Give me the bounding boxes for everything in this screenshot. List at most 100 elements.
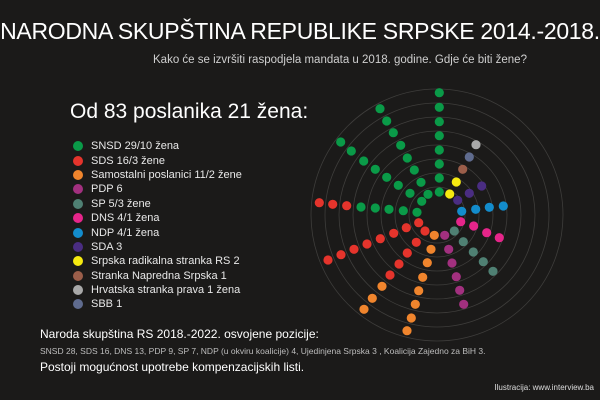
ring xyxy=(310,88,564,342)
seat-dot xyxy=(406,313,416,323)
ring xyxy=(366,144,508,286)
legend-label: SBB 1 xyxy=(91,298,123,311)
legend-label: Hrvatska stranka prava 1 žena xyxy=(91,284,241,297)
legend-item: Samostalni poslanici 11/2 žene xyxy=(70,168,242,182)
seat-dot xyxy=(478,257,488,267)
legend-item: SNSD 29/10 žena xyxy=(70,139,242,153)
seat-dot xyxy=(359,304,369,314)
ring xyxy=(352,130,522,300)
seat-dot xyxy=(484,202,494,212)
legend-dot xyxy=(73,270,83,281)
seat-dot xyxy=(434,131,444,141)
legend-dot xyxy=(73,169,83,180)
seat-dot xyxy=(414,218,424,228)
legend-label: SNSD 29/10 žena xyxy=(91,140,180,153)
seat-dot xyxy=(418,272,428,282)
legend-label: NDP 4/1 žena xyxy=(91,226,160,239)
seat-dot xyxy=(384,204,394,214)
seat-dot xyxy=(457,206,467,216)
seat-dot xyxy=(417,196,427,206)
seat-dot xyxy=(458,237,468,247)
ring xyxy=(324,102,550,328)
legend-dot xyxy=(73,141,83,152)
seat-dot xyxy=(464,152,474,162)
legend-label: PDP 6 xyxy=(91,183,123,196)
seat-dot xyxy=(370,203,380,213)
seat-dot xyxy=(396,140,406,150)
legend-dot xyxy=(73,213,83,224)
legend-label: DNS 4/1 žena xyxy=(91,212,160,225)
legend-dot xyxy=(73,256,83,267)
seat-dot xyxy=(349,244,359,254)
seat-dot xyxy=(422,258,432,268)
seat-dot xyxy=(375,234,385,244)
ring xyxy=(408,186,466,244)
credit: Ilustracija: www.interview.ba xyxy=(494,383,594,392)
seat-dot xyxy=(488,266,498,276)
seat-dot xyxy=(434,102,444,112)
legend-item: Srpska radikalna stranka RS 2 xyxy=(70,254,242,268)
seat-dot xyxy=(398,206,408,216)
legend-item: SP 5/3 žene xyxy=(70,197,242,211)
seat-dot xyxy=(411,237,421,247)
legend-item: SDS 16/3 žene xyxy=(70,153,242,167)
footer-note: Postoji mogućnost upotrebe kompenzacijsk… xyxy=(40,360,305,374)
seat-dot xyxy=(412,207,422,217)
legend-dot xyxy=(73,184,83,195)
seat-dot xyxy=(477,181,487,191)
seat-dot xyxy=(434,145,444,155)
seat-dot xyxy=(377,281,387,291)
legend-dot xyxy=(73,241,83,252)
seat-dot xyxy=(382,172,392,182)
seat-dot xyxy=(405,188,415,198)
seat-dot xyxy=(420,226,430,236)
seat-dot xyxy=(429,230,439,240)
footer-heading: Naroda skupština RS 2018.-2022. osvojene… xyxy=(40,327,319,341)
seat-dot xyxy=(409,165,419,175)
seat-dot xyxy=(455,285,465,295)
legend-item: DNS 4/1 žena xyxy=(70,211,242,225)
seat-dot xyxy=(440,230,450,240)
legend-item: SBB 1 xyxy=(70,297,242,311)
ring xyxy=(380,158,494,272)
seat-dot xyxy=(459,299,469,309)
seat-dot xyxy=(414,286,424,296)
seat-dot xyxy=(469,221,479,231)
legend-dot xyxy=(73,198,83,209)
seat-dot xyxy=(359,156,369,166)
ring xyxy=(394,172,480,258)
seat-dot xyxy=(370,164,380,174)
seat-dot xyxy=(367,293,377,303)
legend-label: Samostalni poslanici 11/2 žene xyxy=(91,168,242,181)
seat-dot xyxy=(468,247,478,257)
seat-dot xyxy=(336,250,346,260)
seat-dot xyxy=(464,188,474,198)
seat-dot xyxy=(456,217,466,227)
seat-dot xyxy=(445,189,455,199)
heading: Od 83 poslanika 21 žena: xyxy=(70,100,309,123)
seat-dot xyxy=(444,244,454,254)
seat-dot xyxy=(434,117,444,127)
seat-dot xyxy=(426,244,436,254)
seat-dot xyxy=(482,228,492,238)
seat-dot xyxy=(410,299,420,309)
legend-dot xyxy=(73,155,83,166)
legend-label: SDA 3 xyxy=(91,240,123,253)
seat-dot xyxy=(394,259,404,269)
seat-dot xyxy=(434,173,444,183)
seat-dot xyxy=(362,239,372,249)
legend-label: Stranka Napredna Srpska 1 xyxy=(91,269,227,282)
seat-dot xyxy=(416,177,426,187)
legend-item: Hrvatska stranka prava 1 žena xyxy=(70,283,242,297)
legend-dot xyxy=(73,227,83,238)
seat-dot xyxy=(494,233,504,243)
seat-dot xyxy=(471,204,481,214)
seat-dot xyxy=(471,140,481,150)
seat-dot xyxy=(434,187,444,197)
legend-label: SP 5/3 žene xyxy=(91,197,151,210)
seat-dot xyxy=(423,189,433,199)
seat-dot xyxy=(323,255,333,265)
seat-dot xyxy=(388,128,398,138)
seat-dot xyxy=(434,88,444,98)
seat-dot xyxy=(402,248,412,258)
